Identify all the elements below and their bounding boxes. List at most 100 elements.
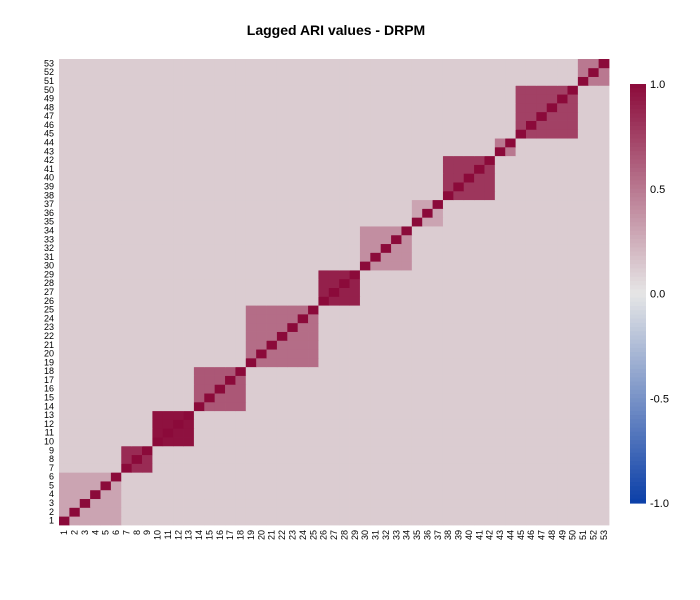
heatmap-cell [432,243,444,253]
heatmap-cell [162,261,174,271]
heatmap-cell [90,384,101,394]
heatmap-cell [173,393,184,403]
heatmap-cell [463,85,475,95]
heatmap-cell [474,76,485,86]
heatmap-cell [546,270,558,280]
heatmap-cell [339,313,350,324]
heatmap-cell [339,340,350,350]
y-tick-label: 30 [44,261,54,271]
heatmap-cell [225,322,236,332]
heatmap-cell [515,384,527,394]
heatmap-cell [411,146,423,157]
y-tick-label: 52 [44,67,54,77]
heatmap-cell [59,67,70,77]
heatmap-cell [525,226,537,236]
heatmap-cell [173,199,184,209]
heatmap-cell [318,173,330,183]
heatmap-cell [484,76,496,86]
heatmap-cell [380,120,392,130]
heatmap-cell [339,226,350,236]
colorbar-segment [630,222,646,228]
colorbar-segment [630,377,646,383]
heatmap-cell [297,173,309,183]
heatmap-cell [100,190,112,201]
heatmap-cell [588,410,600,420]
heatmap-cell [525,76,537,86]
heatmap-cell [577,331,589,341]
heatmap-cell [598,313,610,324]
heatmap-cell [162,102,174,113]
heatmap-cell [110,305,122,315]
heatmap-cell [276,252,288,262]
heatmap-cell [308,428,319,438]
heatmap-cell [59,401,70,412]
heatmap-cell [577,261,589,271]
heatmap-cell [588,313,600,324]
heatmap-cell [245,507,257,517]
heatmap-cell [505,498,517,508]
heatmap-cell [567,182,579,192]
heatmap-cell [142,419,153,429]
heatmap-cell [442,226,454,236]
heatmap-cell [90,322,101,332]
heatmap-cell [152,129,164,139]
heatmap-cell [557,182,568,192]
heatmap-cell [598,445,610,456]
y-tick-label: 41 [44,164,54,174]
heatmap-cell [318,375,330,385]
heatmap-cell [162,190,174,201]
heatmap-cell [339,67,350,77]
heatmap-cell [422,270,433,280]
x-tick-label: 38 [443,530,453,540]
heatmap-cell [235,481,247,491]
heatmap-cell [266,129,278,139]
heatmap-cell [453,296,465,306]
heatmap-cell [474,252,485,262]
colorbar-segment [630,465,646,471]
heatmap-cell [110,516,122,526]
heatmap-cell [359,190,371,201]
heatmap-cell [79,252,91,262]
heatmap-cell [463,146,475,157]
heatmap-cell [308,278,319,288]
x-tick-label: 24 [298,530,308,540]
heatmap-cell [349,287,361,297]
heatmap-cell [69,234,81,245]
heatmap-cell [598,182,610,192]
y-tick-label: 6 [49,472,54,482]
heatmap-cell [235,489,247,500]
heatmap-cell [328,349,340,359]
heatmap-cell [505,384,517,394]
heatmap-cell [287,173,299,183]
heatmap-cell [422,516,433,526]
heatmap-cell [349,85,361,95]
heatmap-cell [380,164,392,174]
heatmap-cell [588,366,600,376]
heatmap-cell [121,507,133,517]
heatmap-cell [359,111,371,121]
heatmap-cell [256,437,267,447]
colorbar-segment [630,398,646,404]
heatmap-cell [349,234,361,245]
heatmap-cell [567,340,579,350]
heatmap-cell [308,129,319,139]
heatmap-cell [380,261,392,271]
heatmap-cell [370,340,382,350]
chart-title: Lagged ARI values - DRPM [246,22,426,38]
heatmap-cell [546,305,558,315]
heatmap-cell [193,507,205,517]
heatmap-cell [349,454,361,464]
heatmap-cell [100,463,112,473]
heatmap-cell [349,313,361,324]
heatmap-cell [183,59,195,69]
heatmap-cell [557,445,568,456]
heatmap-cell [69,401,81,412]
heatmap-cell [494,366,506,376]
heatmap-cell [577,208,589,218]
heatmap-cell [494,199,506,209]
heatmap-cell [266,287,278,297]
heatmap-cell [525,146,537,157]
heatmap-cell [266,67,278,77]
heatmap-cell [131,261,143,271]
colorbar-segment [630,247,646,253]
